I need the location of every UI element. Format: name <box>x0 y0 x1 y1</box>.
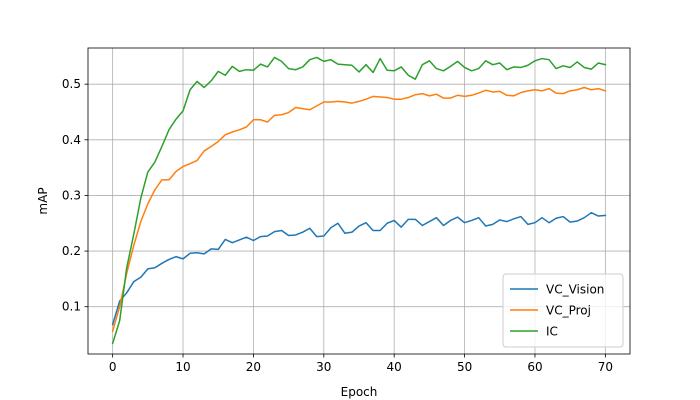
x-tick-label: 60 <box>527 360 542 374</box>
x-tick-label: 40 <box>387 360 402 374</box>
legend-box <box>502 273 624 348</box>
series-layer <box>111 56 607 345</box>
x-tick-label: 30 <box>316 360 331 374</box>
grid <box>88 48 630 354</box>
legend-label: VC_Vision <box>546 283 604 297</box>
y-tick-label: 0.4 <box>62 133 81 147</box>
legend-label: VC_Proj <box>546 304 591 318</box>
x-axis-label: Epoch <box>341 385 378 399</box>
series-line-vc-vision <box>111 211 607 326</box>
x-tick-label: 0 <box>109 360 117 374</box>
y-tick-label: 0.3 <box>62 188 81 202</box>
x-tick-label: 50 <box>457 360 472 374</box>
y-tick-label: 0.5 <box>62 77 81 91</box>
y-tick-label: 0.2 <box>62 244 81 258</box>
plot-frame <box>87 47 631 355</box>
y-tick-label: 0.1 <box>62 300 81 314</box>
series-line-vc-proj <box>111 86 607 333</box>
ticks: 0 10 20 30 40 50 60 70 0.1 0.2 0.3 0.4 0.5 <box>62 77 613 374</box>
x-tick-label: 10 <box>175 360 190 374</box>
x-tick-label: 20 <box>246 360 261 374</box>
legend-label: IC <box>546 325 558 339</box>
series-line-ic <box>111 56 607 345</box>
legend: VC_Vision VC_Proj IC <box>502 273 624 348</box>
y-axis-label: mAP <box>36 187 50 214</box>
x-tick-label: 70 <box>598 360 613 374</box>
